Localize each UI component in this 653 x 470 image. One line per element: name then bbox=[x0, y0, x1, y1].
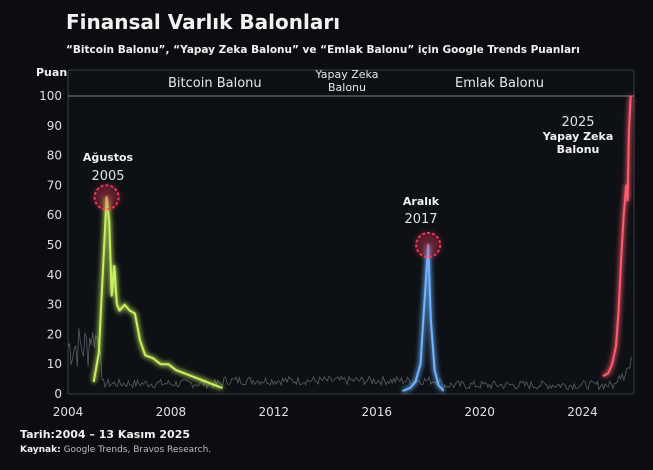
y-tick-label: 100 bbox=[39, 89, 62, 103]
x-tick-label: 2012 bbox=[259, 405, 290, 419]
highlight-circle-0 bbox=[93, 184, 120, 211]
legend-label-1: Yapay Zeka Balonu bbox=[315, 68, 379, 94]
y-tick-label: 60 bbox=[47, 208, 62, 222]
annotation-month-0: Ağustos bbox=[83, 151, 134, 164]
page-title: Finansal Varlık Balonları bbox=[66, 10, 341, 34]
plot-frame bbox=[67, 69, 635, 395]
y-tick-label: 30 bbox=[47, 298, 62, 312]
legend-label-0: Bitcoin Balonu bbox=[168, 76, 262, 91]
series-line-1 bbox=[602, 95, 632, 377]
chart-subtitle: “Bitcoin Balonu”, “Yapay Zeka Balonu” ve… bbox=[66, 44, 580, 56]
date-range: Tarih:2004 – 13 Kasım 2025 bbox=[20, 428, 190, 441]
y-tick-label: 50 bbox=[47, 238, 62, 252]
annotation-label-2a: Yapay Zeka bbox=[542, 130, 614, 143]
x-tick-label: 2020 bbox=[464, 405, 495, 419]
highlight-glow-0 bbox=[93, 184, 120, 211]
background-noise-line bbox=[67, 328, 632, 391]
date-value: 2004 – 13 Kasım 2025 bbox=[54, 428, 191, 441]
y-tick-label: 20 bbox=[47, 327, 62, 341]
source-label: Kaynak: bbox=[20, 445, 61, 455]
y-tick-label: 40 bbox=[47, 268, 62, 282]
y-tick-label: 0 bbox=[54, 387, 62, 401]
date-label: Tarih: bbox=[20, 428, 55, 441]
annotation-label-2b: Balonu bbox=[557, 143, 600, 156]
y-tick-label: 90 bbox=[47, 119, 62, 133]
annotation-year-2: 2025 bbox=[561, 115, 594, 130]
x-tick-label: 2008 bbox=[156, 405, 187, 419]
source-note: Kaynak: Google Trends, Bravos Research. bbox=[20, 445, 211, 455]
annotation-month-1: Aralık bbox=[403, 195, 440, 208]
x-tick-label: 2004 bbox=[53, 405, 84, 419]
highlight-circle-1 bbox=[415, 232, 442, 258]
highlight-glow-1 bbox=[415, 232, 442, 258]
y-tick-label: 70 bbox=[47, 178, 62, 192]
y-tick-label: 80 bbox=[47, 149, 62, 163]
x-tick-label: 2016 bbox=[361, 405, 392, 419]
annotation-year-0: 2005 bbox=[91, 169, 124, 184]
source-value: Google Trends, Bravos Research. bbox=[63, 445, 212, 455]
y-axis-label: Puan bbox=[36, 66, 67, 79]
series-line-0 bbox=[402, 244, 445, 392]
x-tick-label: 2024 bbox=[567, 405, 598, 419]
annotation-year-1: 2017 bbox=[404, 212, 437, 227]
y-tick-label: 10 bbox=[47, 357, 62, 371]
series-line-2 bbox=[92, 196, 223, 389]
legend-label-2: Emlak Balonu bbox=[455, 76, 544, 91]
